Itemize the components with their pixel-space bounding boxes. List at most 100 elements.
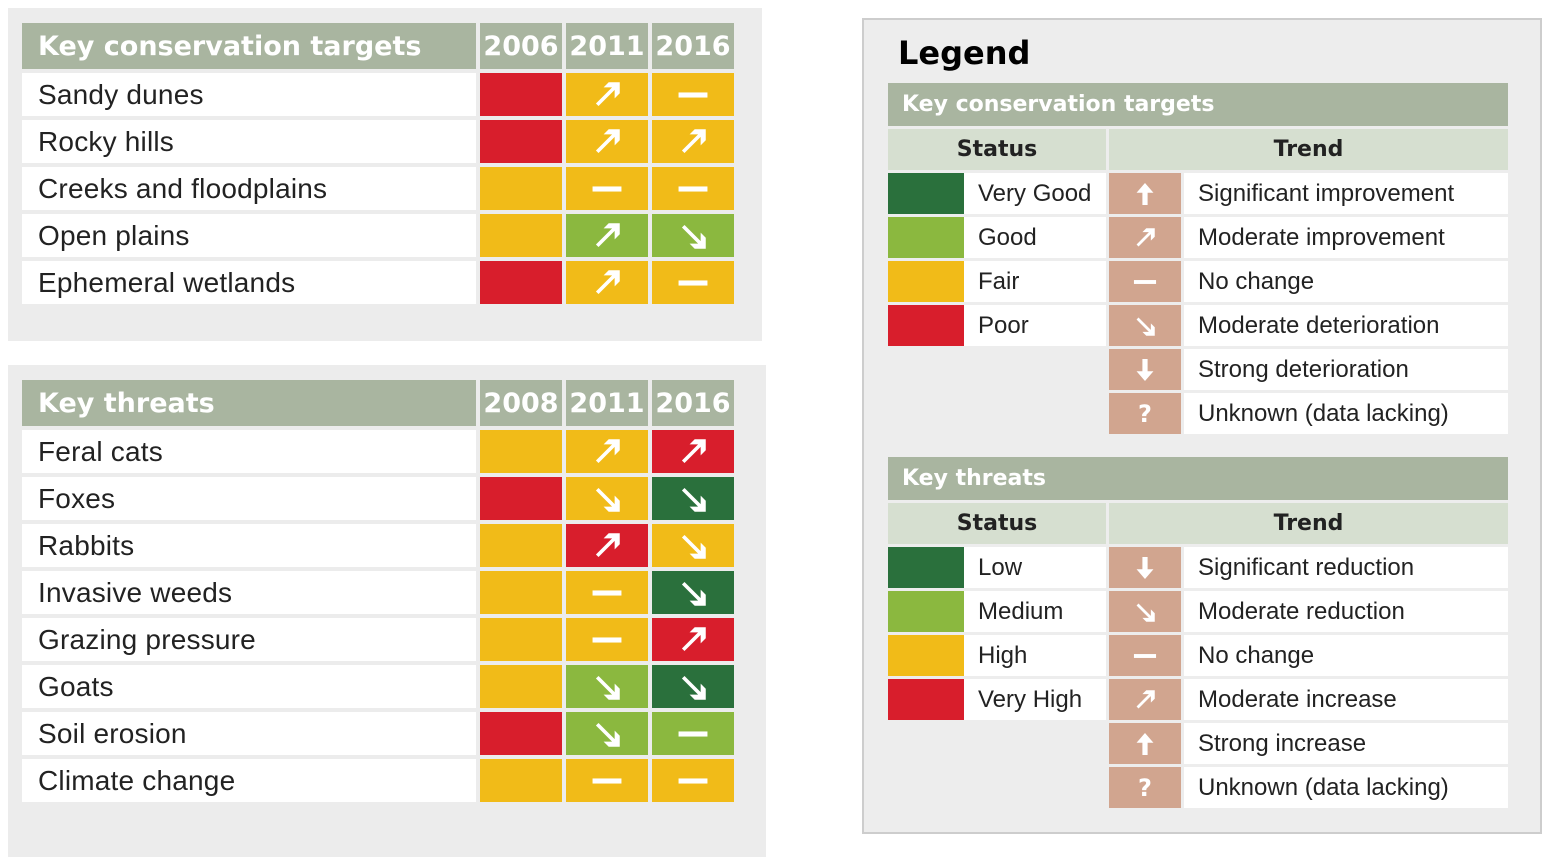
arrow-down-icon bbox=[1136, 358, 1154, 381]
status-label: Very Good bbox=[964, 173, 1106, 214]
arrow-up-right-icon bbox=[1136, 227, 1155, 246]
question-icon: ? bbox=[1138, 773, 1152, 802]
status-cell-2006 bbox=[480, 167, 566, 214]
status-cell-2011 bbox=[566, 618, 652, 665]
table-row: Rocky hills bbox=[22, 120, 738, 167]
status-label: Low bbox=[964, 547, 1106, 588]
arrow-down-right-icon bbox=[595, 487, 620, 512]
legend-row: ? Unknown (data lacking) bbox=[888, 393, 1508, 434]
status-cell-2011 bbox=[566, 214, 652, 261]
status-cell-2011 bbox=[566, 524, 652, 571]
trend-label: Significant reduction bbox=[1184, 547, 1508, 588]
status-swatch bbox=[888, 349, 964, 390]
legend-row: Medium Moderate reduction bbox=[888, 591, 1508, 632]
status-swatch bbox=[888, 679, 964, 720]
legend-threats-rows: Low Significant reduction Medium Moderate r… bbox=[888, 547, 1508, 808]
conservation-targets-heading: Key conservation targets bbox=[22, 23, 480, 73]
arrow-up-right-icon bbox=[595, 269, 620, 294]
arrow-up-right-icon bbox=[681, 438, 706, 463]
arrow-up-right-icon bbox=[595, 81, 620, 106]
arrow-up-right-icon bbox=[1136, 689, 1155, 708]
status-label: Very High bbox=[964, 679, 1106, 720]
arrow-up-right-icon bbox=[681, 128, 706, 153]
threat-name: Climate change bbox=[22, 759, 480, 806]
arrow-up-right-icon bbox=[595, 222, 620, 247]
status-cell-2008 bbox=[480, 524, 566, 571]
threat-name: Rabbits bbox=[22, 524, 480, 571]
dash-icon bbox=[592, 777, 622, 784]
table-row: Feral cats bbox=[22, 430, 738, 477]
legend-threats-section: Key threats Status Trend Low Significant … bbox=[888, 457, 1508, 811]
status-swatch bbox=[888, 217, 964, 258]
status-cell-2011 bbox=[566, 571, 652, 618]
status-cell-2006 bbox=[480, 261, 566, 308]
status-cell-2016 bbox=[652, 712, 738, 759]
question-icon: ? bbox=[1138, 399, 1152, 428]
table-row: Grazing pressure bbox=[22, 618, 738, 665]
status-cell-2016 bbox=[652, 167, 738, 214]
arrow-up-right-icon bbox=[681, 626, 706, 651]
status-swatch bbox=[888, 261, 964, 302]
status-cell-2008 bbox=[480, 618, 566, 665]
dash-icon bbox=[592, 589, 622, 596]
legend-title: Legend bbox=[898, 34, 1031, 72]
arrow-up-right-icon bbox=[595, 532, 620, 557]
threat-name: Soil erosion bbox=[22, 712, 480, 759]
threat-name: Feral cats bbox=[22, 430, 480, 477]
arrow-up-icon bbox=[1136, 732, 1154, 755]
dash-icon bbox=[678, 185, 708, 192]
trend-icon-cell bbox=[1109, 217, 1181, 258]
year-header: 2011 bbox=[566, 23, 652, 73]
table-row: Climate change bbox=[22, 759, 738, 806]
conservation-targets-table: Key conservation targets 2006 2011 2016 … bbox=[22, 23, 738, 308]
trend-label: Unknown (data lacking) bbox=[1184, 393, 1508, 434]
status-cell-2016 bbox=[652, 759, 738, 806]
status-cell-2011 bbox=[566, 73, 652, 120]
dash-icon bbox=[678, 730, 708, 737]
table-row: Sandy dunes bbox=[22, 73, 738, 120]
dash-icon bbox=[678, 777, 708, 784]
status-cell-2016 bbox=[652, 430, 738, 477]
status-swatch bbox=[888, 591, 964, 632]
table-header-row: Key threats 2008 2011 2016 bbox=[22, 380, 738, 430]
dash-icon bbox=[678, 91, 708, 98]
status-cell-2011 bbox=[566, 712, 652, 759]
target-name: Ephemeral wetlands bbox=[22, 261, 480, 308]
legend-row: Strong increase bbox=[888, 723, 1508, 764]
status-cell-2016 bbox=[652, 618, 738, 665]
status-swatch bbox=[888, 173, 964, 214]
status-label: High bbox=[964, 635, 1106, 676]
trend-column-label: Trend bbox=[1109, 503, 1508, 544]
trend-icon-cell bbox=[1109, 547, 1181, 588]
table-row: Creeks and floodplains bbox=[22, 167, 738, 214]
status-cell-2011 bbox=[566, 430, 652, 477]
arrow-down-right-icon bbox=[681, 534, 706, 559]
status-cell-2008 bbox=[480, 665, 566, 712]
target-name: Sandy dunes bbox=[22, 73, 480, 120]
threat-name: Invasive weeds bbox=[22, 571, 480, 618]
status-column-label: Status bbox=[888, 129, 1106, 170]
status-swatch bbox=[888, 393, 964, 434]
legend-row: High No change bbox=[888, 635, 1508, 676]
dash-icon bbox=[1133, 279, 1157, 284]
trend-icon-cell: ? bbox=[1109, 393, 1181, 434]
status-cell-2008 bbox=[480, 430, 566, 477]
arrow-down-right-icon bbox=[1136, 603, 1155, 622]
status-cell-2011 bbox=[566, 261, 652, 308]
legend-row: Very Good Significant improvement bbox=[888, 173, 1508, 214]
status-swatch bbox=[888, 305, 964, 346]
trend-icon-cell bbox=[1109, 261, 1181, 302]
arrow-down-right-icon bbox=[681, 581, 706, 606]
status-swatch bbox=[888, 723, 964, 764]
status-cell-2006 bbox=[480, 120, 566, 167]
table-row: Goats bbox=[22, 665, 738, 712]
status-cell-2006 bbox=[480, 214, 566, 261]
dash-icon bbox=[678, 279, 708, 286]
trend-label: No change bbox=[1184, 261, 1508, 302]
year-header: 2008 bbox=[480, 380, 566, 430]
legend-panel: Legend Key conservation targets Status T… bbox=[862, 18, 1542, 834]
threat-name: Grazing pressure bbox=[22, 618, 480, 665]
threat-name: Foxes bbox=[22, 477, 480, 524]
status-cell-2016 bbox=[652, 214, 738, 261]
status-label bbox=[964, 393, 1106, 434]
